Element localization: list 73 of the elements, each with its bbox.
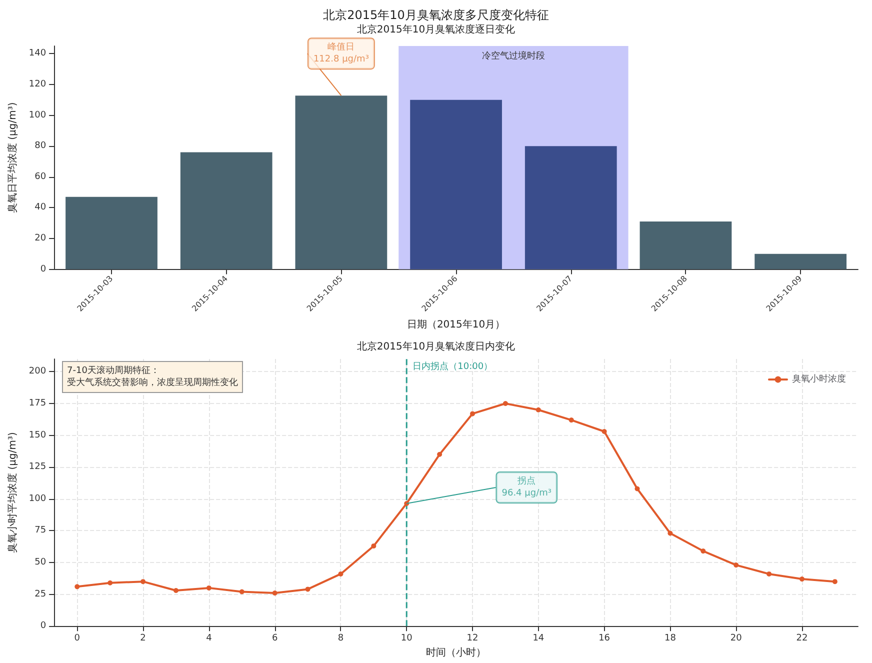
bar (410, 100, 502, 270)
y-tick-label: 25 (34, 589, 46, 600)
y-tick-label: 50 (34, 558, 46, 568)
point (338, 571, 344, 576)
x-tick-label: 16 (598, 634, 610, 644)
point (206, 585, 212, 590)
x-tick-label: 4 (206, 634, 212, 644)
y-tick-label: 150 (28, 430, 46, 440)
point (502, 401, 508, 406)
point (74, 584, 80, 590)
x-axis-title: 日期（2015年10月） (406, 318, 506, 330)
bar (180, 152, 272, 270)
point (568, 418, 574, 423)
point (700, 548, 706, 554)
x-tick-label: 10 (400, 634, 413, 644)
point (173, 588, 178, 593)
point (734, 562, 739, 568)
point (602, 429, 607, 434)
point (272, 590, 278, 596)
x-tick-label: 22 (796, 634, 808, 644)
chart-title: 北京2015年10月臭氧浓度日内变化 (356, 340, 516, 352)
y-tick-label: 0 (40, 264, 46, 274)
y-tick-label: 120 (28, 79, 46, 90)
point (437, 452, 442, 457)
point (536, 407, 541, 412)
y-tick-label: 140 (28, 48, 46, 59)
bar (295, 96, 388, 270)
y-tick-label: 80 (34, 141, 46, 152)
y-tick-label: 125 (28, 462, 46, 472)
y-tick-label: 100 (28, 110, 46, 120)
bar (754, 254, 847, 270)
bar (640, 222, 732, 270)
band-label: 冷空气过境时段 (482, 50, 545, 62)
annotation: 受大气系统交替影响，浓度呈现周期性变化 (67, 377, 238, 388)
chart-title: 北京2015年10月臭氧浓度多尺度变化特征 (323, 8, 549, 22)
x-tick-label: 0 (74, 634, 80, 644)
point (371, 543, 376, 548)
x-tick-label: 6 (272, 634, 278, 644)
x-tick-label: 8 (338, 634, 344, 644)
y-tick-label: 20 (34, 233, 46, 244)
bar (524, 146, 617, 270)
y-tick-label: 75 (34, 526, 46, 536)
point (108, 580, 113, 586)
point (668, 530, 673, 536)
y-tick-label: 175 (28, 398, 46, 409)
point (799, 576, 804, 582)
point (140, 579, 146, 584)
y-tick-label: 100 (28, 494, 46, 504)
y-tick-label: 0 (40, 621, 46, 632)
point (239, 589, 244, 594)
x-tick-label: 12 (466, 634, 478, 644)
point (305, 586, 310, 592)
y-tick-label: 40 (34, 202, 46, 213)
x-axis-title: 时间（小时） (426, 646, 486, 658)
annotation: 峰值日 112.8 μg/m³ (313, 42, 370, 65)
y-tick-label: 200 (28, 366, 46, 377)
x-tick-label: 14 (532, 634, 544, 644)
point (470, 411, 476, 416)
annotation: 拐点 96.4 μg/m³ (502, 475, 552, 498)
y-axis-title: 臭氧小时平均浓度 (μg/m³) (6, 432, 18, 553)
y-axis-title: 臭氧日平均浓度 (μg/m³) (6, 102, 18, 214)
point (832, 579, 838, 584)
chart-subtitle: 北京2015年10月臭氧浓度逐日变化 (356, 24, 516, 36)
point (634, 486, 640, 492)
x-tick-label: 2 (140, 634, 146, 644)
point (766, 571, 772, 576)
annotation: 7-10天滚动周期特征： (67, 365, 160, 376)
x-tick-label: 18 (664, 634, 676, 644)
ref-line-label: 日内拐点（10:00） (412, 361, 493, 372)
x-tick-label: 20 (730, 634, 742, 644)
legend-label: 臭氧小时浓度 (792, 374, 846, 384)
bar (66, 196, 158, 270)
y-tick-label: 60 (34, 172, 46, 182)
